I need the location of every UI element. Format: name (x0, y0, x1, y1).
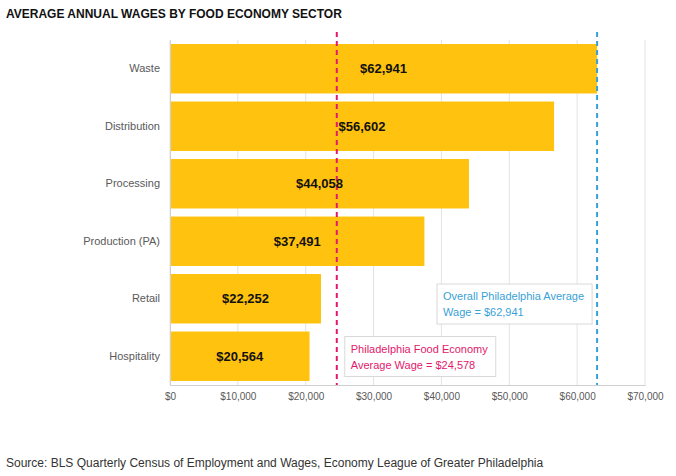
tick-label: $0 (165, 391, 177, 402)
annotation-box (345, 337, 496, 377)
reference-line (596, 32, 598, 385)
annotation-box (437, 284, 592, 324)
tick: Hospitality (109, 350, 170, 362)
plot: $0 $10,000 $20,000 $30,000 $40,000 $50,000 $60… (83, 32, 664, 402)
annotations: Overall Philadelphia Average Wage = $62,9… (337, 32, 597, 385)
category-label: Production (PA) (83, 235, 160, 247)
data-label: $22,252 (222, 291, 269, 306)
annotation-text: Average Wage = $24,578 (351, 359, 475, 371)
data-labels: $62,941 $56,602 $44,058 $37,491 $22,252 $20,5… (216, 61, 407, 364)
data-label: $44,058 (296, 176, 343, 191)
tick: $70,000 (627, 385, 664, 402)
chart: AVERAGE ANNUAL WAGES BY FOOD ECONOMY SEC… (0, 0, 676, 476)
tick-label: $10,000 (220, 391, 257, 402)
grid (170, 40, 645, 385)
tick-label: $40,000 (424, 391, 461, 402)
annotation-text: Philadelphia Food Economy (351, 343, 488, 355)
annotation: Overall Philadelphia Average Wage = $62,9… (437, 284, 592, 324)
tick: $0 (165, 385, 177, 402)
tick: Production (PA) (83, 235, 170, 247)
tick: $20,000 (288, 385, 325, 402)
data-label: $37,491 (274, 234, 321, 249)
data-label: $62,941 (360, 61, 407, 76)
axis-line (171, 385, 646, 386)
annotation: Philadelphia Food Economy Average Wage = … (345, 337, 496, 377)
tick: Processing (106, 177, 170, 189)
tick-label: $30,000 (356, 391, 393, 402)
reference-line (336, 32, 338, 385)
source: Source: BLS Quarterly Census of Employme… (6, 456, 544, 470)
category-label: Retail (132, 292, 160, 304)
category-label: Distribution (105, 120, 160, 132)
bar (170, 217, 424, 266)
tick-label: $20,000 (288, 391, 325, 402)
bar (170, 274, 321, 323)
x-axis: $0 $10,000 $20,000 $30,000 $40,000 $50,000 $60… (165, 385, 664, 402)
axis-line (170, 41, 171, 386)
category-label: Processing (106, 177, 160, 189)
category-label: Hospitality (109, 350, 160, 362)
tick: $50,000 (492, 385, 529, 402)
grid-line (170, 40, 171, 385)
tick: $40,000 (424, 385, 461, 402)
tick: $30,000 (356, 385, 393, 402)
bar (170, 44, 597, 93)
tick-label: $70,000 (627, 391, 664, 402)
bars (170, 44, 597, 381)
data-label: $20,564 (216, 349, 264, 364)
tick-label: $50,000 (492, 391, 529, 402)
annotation-text: Wage = $62,941 (443, 306, 524, 318)
title: AVERAGE ANNUAL WAGES BY FOOD ECONOMY SEC… (6, 7, 342, 21)
tick: $10,000 (220, 385, 257, 402)
bar (170, 159, 469, 208)
y-axis: Waste Distribution Processing Production (P… (83, 41, 170, 386)
tick: $60,000 (560, 385, 597, 402)
data-label: $56,602 (339, 119, 386, 134)
grid-line (645, 40, 646, 385)
bar (170, 332, 310, 381)
category-label: Waste (129, 62, 160, 74)
bar (170, 102, 554, 151)
tick-label: $60,000 (560, 391, 597, 402)
tick: Waste (129, 62, 170, 74)
tick: Retail (132, 292, 170, 304)
tick: Distribution (105, 120, 170, 132)
annotation-text: Overall Philadelphia Average (443, 290, 584, 302)
